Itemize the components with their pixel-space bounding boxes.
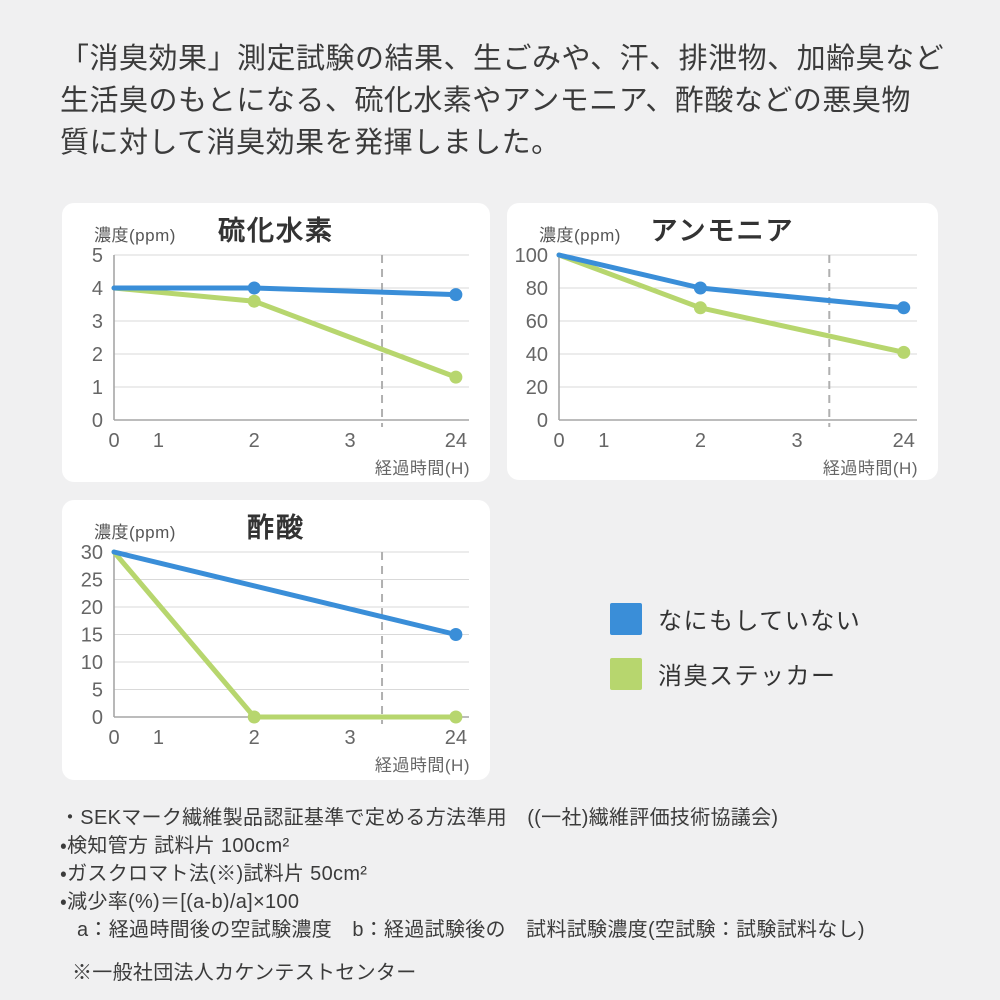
legend: なにもしていない 消臭ステッカー [610, 601, 861, 711]
header-line-1: 「消臭効果」測定試験の結果、生ごみや、汗、排泄物、加齢臭など [60, 43, 945, 75]
svg-text:0: 0 [108, 727, 119, 749]
svg-text:1: 1 [92, 377, 103, 399]
svg-text:0: 0 [537, 410, 548, 432]
chart-title: アンモニア [650, 216, 795, 246]
svg-text:2: 2 [695, 430, 706, 452]
svg-text:20: 20 [81, 597, 103, 619]
svg-text:0: 0 [92, 410, 103, 432]
svg-text:25: 25 [81, 570, 103, 592]
header-line-2: 生活臭のもとになる、硫化水素やアンモニア、酢酸などの悪臭物 [60, 85, 911, 118]
chart-card-hydrogen-sulfide: 濃度(ppm) 硫化水素 5 4 3 2 1 0 0 1 2 3 24 経過時間(H) [62, 203, 490, 482]
svg-text:24: 24 [445, 727, 467, 749]
svg-text:24: 24 [893, 430, 915, 452]
legend-swatch-green [610, 657, 642, 690]
svg-text:0: 0 [108, 430, 119, 452]
chart-plot-area: 5 4 3 2 1 0 0 1 2 3 24 [62, 203, 490, 482]
svg-text:1: 1 [153, 430, 164, 452]
svg-text:3: 3 [792, 430, 803, 452]
svg-text:60: 60 [526, 311, 548, 333]
legend-label: なにもしていない [658, 608, 862, 635]
legend-item-deodorant-sticker: 消臭ステッカー [610, 656, 861, 691]
svg-text:0: 0 [553, 430, 564, 452]
svg-text:2: 2 [92, 344, 103, 366]
y-axis-label: 濃度(ppm) [539, 226, 621, 245]
chart-plot-area: 30 25 20 15 10 5 0 0 1 2 3 24 [62, 500, 490, 780]
y-axis-label: 濃度(ppm) [94, 226, 176, 245]
chart-plot-area: 100 80 60 40 20 0 0 1 2 3 24 [507, 203, 938, 480]
svg-text:0: 0 [92, 707, 103, 729]
svg-text:1: 1 [598, 430, 609, 452]
svg-text:15: 15 [81, 625, 103, 647]
svg-text:4: 4 [92, 278, 103, 300]
svg-text:40: 40 [526, 344, 548, 366]
y-axis-label: 濃度(ppm) [94, 523, 176, 542]
footnote-line: ・検知管方 試料片 100cm² [60, 835, 290, 857]
footnote-line: ・SEKマーク繊維製品認証基準で定める方法準用 ((一社)繊維評価技術協議会) [60, 807, 779, 829]
svg-text:24: 24 [445, 430, 467, 452]
svg-text:100: 100 [515, 245, 548, 267]
svg-text:1: 1 [153, 727, 164, 749]
header-text: 「消臭効果」測定試験の結果、生ごみや、汗、排泄物、加齢臭など 生活臭のもとになる… [60, 38, 950, 164]
x-axis-label: 経過時間(H) [374, 756, 470, 775]
x-axis-label: 経過時間(H) [822, 459, 918, 478]
legend-swatch-blue [610, 602, 642, 635]
svg-text:3: 3 [92, 311, 103, 333]
legend-item-untreated: なにもしていない [610, 601, 861, 636]
footnote-line: ・減少率(%)＝[(a-b)/a]×100 [60, 891, 300, 913]
footnotes: ・SEKマーク繊維製品認証基準で定める方法準用 ((一社)繊維評価技術協議会) … [60, 804, 960, 987]
x-axis-label: 経過時間(H) [374, 459, 470, 478]
svg-text:5: 5 [92, 680, 103, 702]
source-note: ※一般社団法人カケンテストセンター [72, 962, 417, 984]
svg-text:2: 2 [249, 430, 260, 452]
legend-label: 消臭ステッカー [658, 663, 837, 690]
svg-text:20: 20 [526, 377, 548, 399]
chart-card-acetic-acid: 濃度(ppm) 酢酸 30 25 20 15 10 5 0 0 1 2 3 24 経過時間(H) [62, 500, 490, 780]
svg-text:10: 10 [81, 652, 103, 674]
chart-card-ammonia: 濃度(ppm) アンモニア 100 80 60 40 20 0 0 1 2 3 24 経過時間(H) [507, 203, 938, 480]
svg-text:3: 3 [345, 727, 356, 749]
header-line-3: 質に対して消臭効果を発揮しました。 [60, 127, 561, 160]
footnote-line: a：経過時間後の空試験濃度 b：経過試験後の 試料試験濃度(空試験：試験試料なし… [77, 919, 865, 941]
chart-title: 硫化水素 [218, 216, 334, 246]
svg-text:2: 2 [249, 727, 260, 749]
svg-text:30: 30 [81, 542, 103, 564]
chart-title: 酢酸 [247, 513, 305, 543]
svg-text:80: 80 [526, 278, 548, 300]
footnote-line: ・ガスクロマト法(※)試料片 50cm² [60, 863, 368, 885]
svg-text:3: 3 [345, 430, 356, 452]
svg-text:5: 5 [92, 245, 103, 267]
